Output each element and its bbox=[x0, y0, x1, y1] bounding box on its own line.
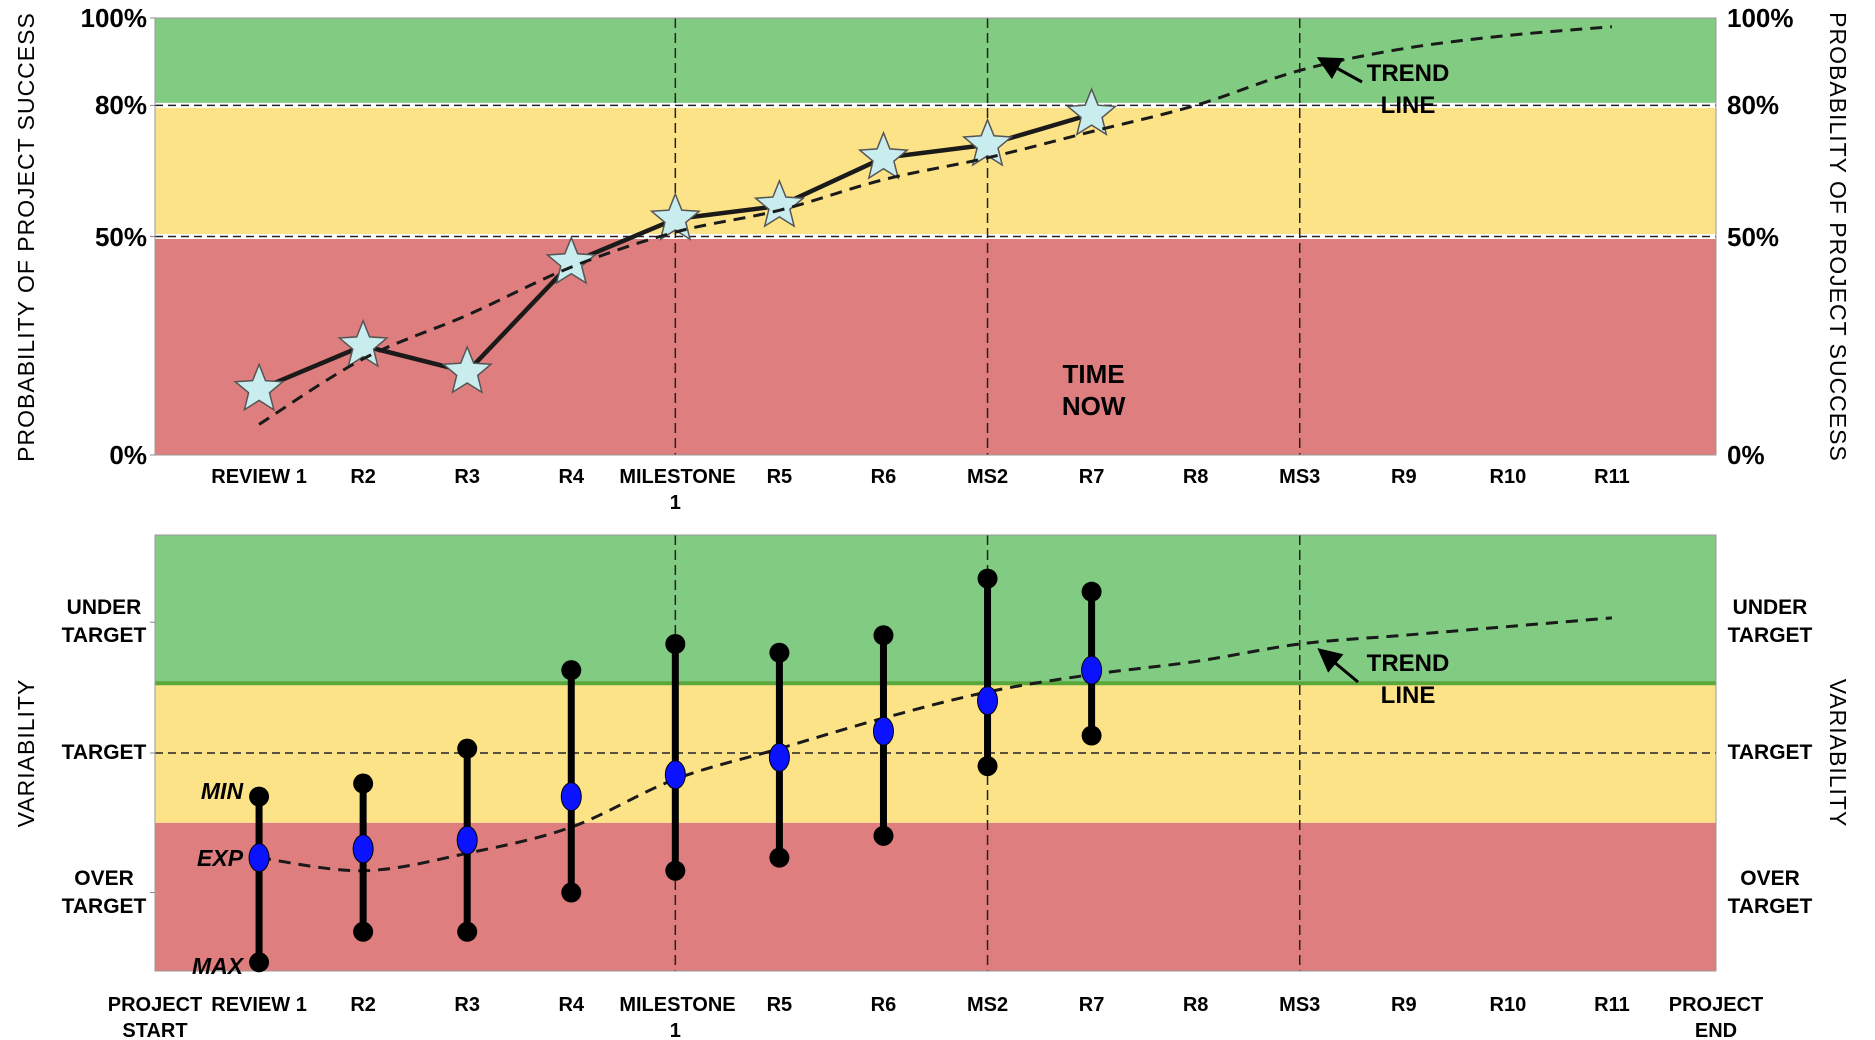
exp-marker bbox=[456, 825, 478, 855]
min-marker bbox=[457, 738, 478, 759]
star-marker bbox=[857, 130, 910, 180]
x-tick-label: R2 bbox=[350, 466, 376, 488]
exp-marker bbox=[977, 686, 999, 716]
x-tick-label: R5 bbox=[766, 466, 793, 488]
band bbox=[155, 822, 1716, 971]
max-marker bbox=[353, 921, 374, 942]
star-marker bbox=[1065, 87, 1118, 137]
band bbox=[155, 535, 1716, 684]
x-tick-label: R6 bbox=[870, 994, 897, 1016]
y-tick-label: UNDER TARGET bbox=[61, 596, 147, 648]
max-marker bbox=[249, 952, 270, 973]
x-tick-label: R3 bbox=[454, 994, 480, 1016]
band bbox=[155, 105, 1716, 237]
y-tick-label: 100% bbox=[80, 3, 148, 33]
y-tick-label: 50% bbox=[94, 221, 147, 252]
x-tick-label: PROJECT END bbox=[1668, 994, 1764, 1040]
trend-label: TREND LINE bbox=[1366, 650, 1450, 709]
trend-label: TREND LINE bbox=[1366, 60, 1450, 119]
x-tick-label: R8 bbox=[1182, 994, 1209, 1016]
x-tick-label: R8 bbox=[1182, 466, 1209, 488]
star-marker bbox=[233, 362, 285, 412]
x-tick-label: MILESTONE 1 bbox=[619, 994, 736, 1040]
x-tick-label: R10 bbox=[1489, 466, 1527, 488]
exp-marker bbox=[664, 760, 686, 790]
y2-tick-label: 100% bbox=[1727, 3, 1794, 33]
y-tick-label: 0% bbox=[109, 440, 147, 470]
x-tick-label: R7 bbox=[1078, 466, 1105, 488]
min-marker bbox=[353, 773, 374, 794]
min-marker bbox=[665, 634, 686, 654]
series-label: MIN bbox=[200, 777, 244, 804]
x-tick-label: MILESTONE 1 bbox=[619, 466, 736, 514]
y2-tick-label: OVER TARGET bbox=[1727, 866, 1813, 918]
x-tick-label: R4 bbox=[558, 994, 585, 1016]
trend-arrow bbox=[1317, 648, 1359, 684]
min-marker bbox=[873, 625, 894, 646]
x-tick-label: REVIEW 1 bbox=[211, 994, 307, 1016]
band bbox=[155, 18, 1716, 106]
exp-marker bbox=[560, 782, 582, 812]
x-tick-label: REVIEW 1 bbox=[211, 466, 307, 488]
annotation: TIME NOW bbox=[1061, 359, 1126, 421]
x-tick-label: R3 bbox=[454, 466, 480, 488]
y-tick-label: 80% bbox=[94, 90, 147, 121]
x-tick-label: R9 bbox=[1391, 994, 1417, 1016]
max-marker bbox=[873, 825, 894, 846]
exp-marker bbox=[768, 742, 790, 772]
exp-marker bbox=[352, 834, 374, 864]
y-axis-title: VARIABILITY bbox=[13, 678, 39, 828]
x-tick-label: PROJECT START bbox=[107, 994, 203, 1040]
x-tick-label: R9 bbox=[1391, 466, 1417, 488]
y2-axis-title: VARIABILITY bbox=[1825, 678, 1851, 828]
max-marker bbox=[1081, 725, 1102, 746]
exp-marker bbox=[872, 716, 894, 746]
trend-arrow bbox=[1316, 57, 1363, 84]
x-tick-label: R7 bbox=[1078, 994, 1105, 1016]
min-marker bbox=[769, 642, 790, 663]
y-tick-label: OVER TARGET bbox=[61, 866, 147, 918]
x-tick-label: R10 bbox=[1489, 994, 1527, 1016]
x-tick-label: R2 bbox=[350, 994, 376, 1016]
x-tick-label: MS3 bbox=[1279, 466, 1321, 488]
band bbox=[155, 236, 1716, 455]
x-tick-label: R11 bbox=[1594, 466, 1630, 488]
min-marker bbox=[249, 786, 270, 807]
x-tick-label: R4 bbox=[558, 466, 585, 488]
star-marker bbox=[753, 178, 806, 228]
max-marker bbox=[977, 756, 998, 777]
y-tick-label: TARGET bbox=[61, 741, 147, 764]
star-marker bbox=[961, 117, 1014, 167]
star-marker bbox=[649, 191, 702, 241]
x-tick-label: MS2 bbox=[966, 466, 1009, 488]
max-marker bbox=[665, 860, 686, 881]
max-marker bbox=[457, 921, 478, 942]
min-marker bbox=[561, 660, 582, 681]
y2-tick-label: 50% bbox=[1727, 221, 1780, 252]
exp-marker bbox=[248, 843, 270, 873]
trend-line bbox=[258, 616, 1613, 873]
trend-line bbox=[258, 25, 1613, 426]
y2-tick-label: 80% bbox=[1727, 90, 1780, 121]
star-marker bbox=[545, 235, 597, 285]
series-label: MAX bbox=[191, 953, 244, 980]
max-marker bbox=[561, 882, 582, 903]
min-marker bbox=[1081, 581, 1102, 602]
x-tick-label: MS3 bbox=[1279, 994, 1321, 1016]
max-marker bbox=[769, 847, 790, 868]
x-tick-label: MS2 bbox=[966, 994, 1009, 1016]
exp-marker bbox=[1081, 655, 1103, 685]
x-tick-label: R5 bbox=[766, 994, 793, 1016]
star-marker bbox=[441, 344, 493, 394]
series-label: EXP bbox=[197, 844, 244, 871]
y2-tick-label: 0% bbox=[1727, 440, 1765, 470]
x-tick-label: R11 bbox=[1594, 994, 1630, 1016]
star-marker bbox=[337, 318, 389, 368]
x-tick-label: R6 bbox=[870, 466, 897, 488]
y2-tick-label: UNDER TARGET bbox=[1727, 596, 1813, 648]
y2-tick-label: TARGET bbox=[1727, 741, 1813, 764]
min-marker bbox=[977, 568, 998, 589]
